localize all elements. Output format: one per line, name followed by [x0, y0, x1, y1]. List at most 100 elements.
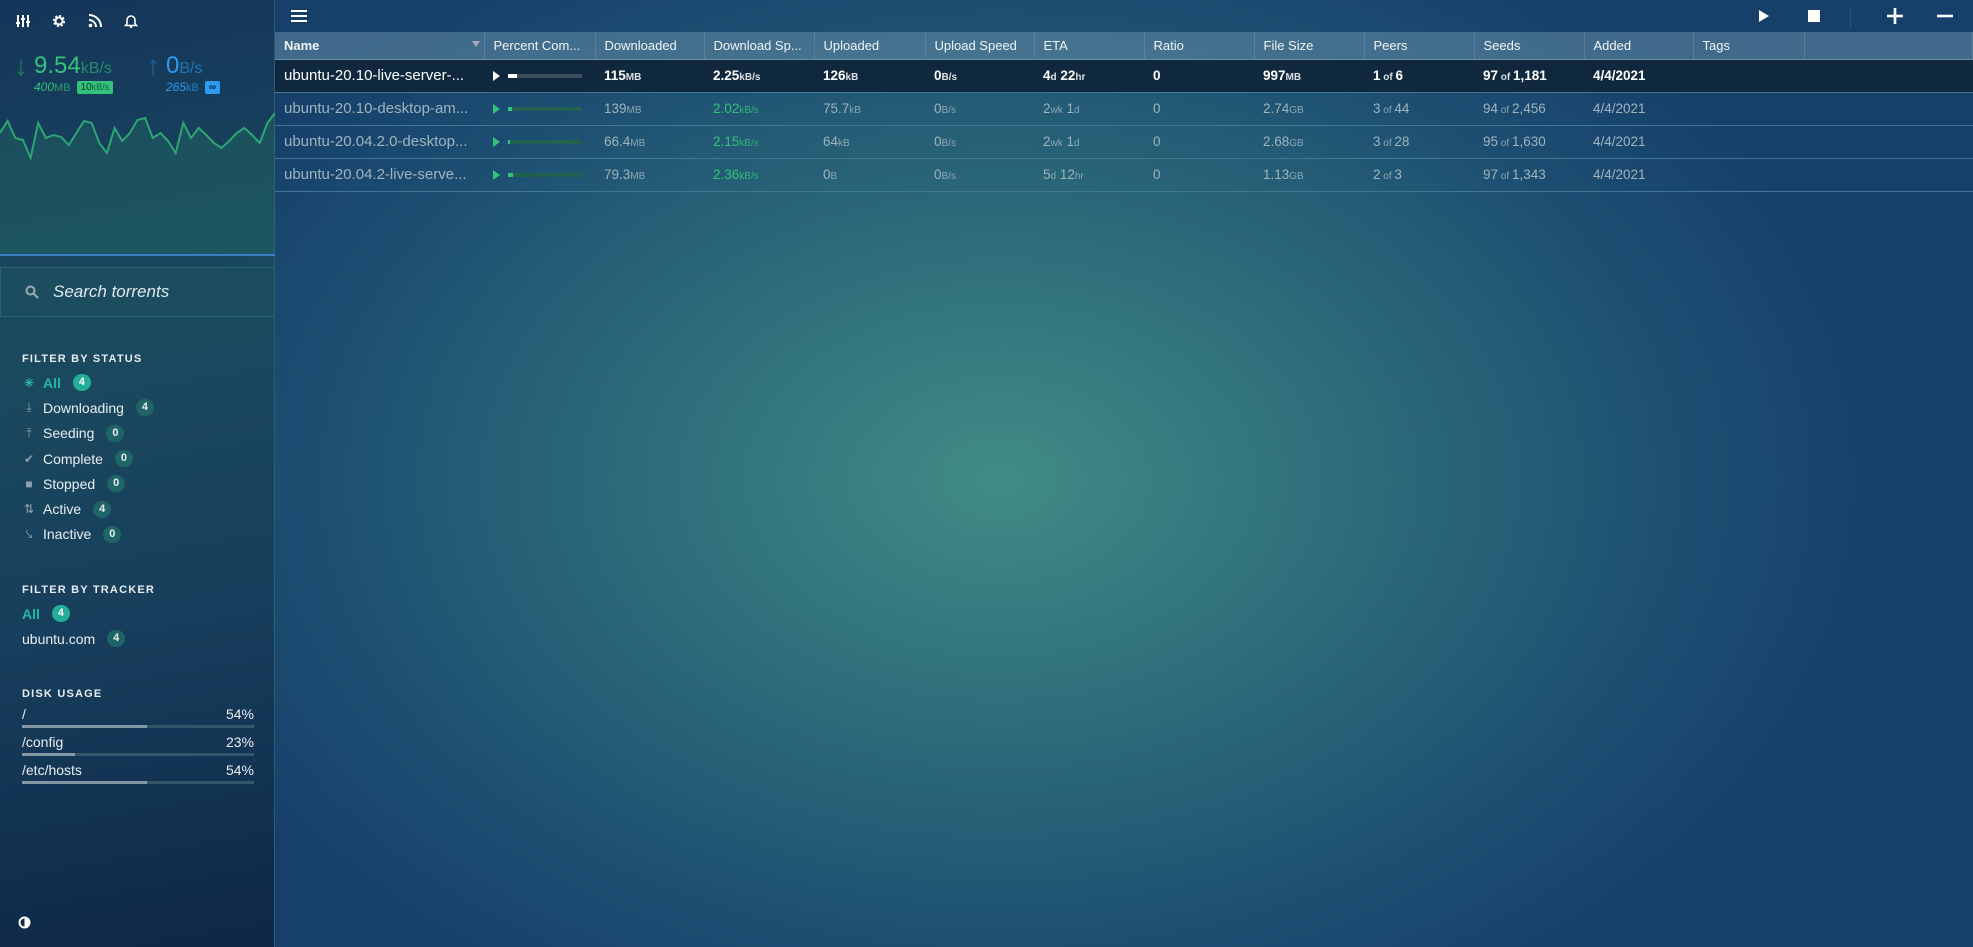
- play-icon[interactable]: [493, 169, 500, 180]
- value: 2.15: [713, 134, 740, 149]
- unit: d: [1050, 72, 1057, 83]
- search-input[interactable]: [53, 282, 253, 302]
- download-icon: ⤓: [26, 400, 32, 415]
- column-header[interactable]: File Size: [1254, 32, 1365, 60]
- unit: kB/s: [739, 171, 759, 182]
- progress-bar: [508, 73, 582, 78]
- column-header[interactable]: Peers: [1364, 32, 1475, 60]
- play-icon[interactable]: [493, 103, 500, 114]
- eta: 4d 22hr: [1034, 59, 1144, 93]
- value: 2,456: [1511, 101, 1546, 116]
- eta: 5d 12hr: [1034, 158, 1144, 192]
- eta: 2wk 1d: [1034, 92, 1144, 126]
- column-header[interactable]: Seeds: [1474, 32, 1585, 60]
- disk-usage-bar: [22, 753, 254, 756]
- value: 1: [1062, 134, 1075, 149]
- unit: kB: [845, 72, 859, 83]
- status-filter-active[interactable]: ⇅ Active 4: [22, 496, 154, 521]
- column-header[interactable]: Added: [1584, 32, 1694, 60]
- disk-percent: 23%: [225, 734, 254, 750]
- gear-icon[interactable]: [52, 14, 66, 28]
- value: 1: [1373, 68, 1381, 83]
- ratio: 0: [1144, 92, 1254, 126]
- column-label: Uploaded: [823, 37, 880, 53]
- bell-icon[interactable]: [123, 14, 139, 29]
- seeds: 97 of 1,181: [1474, 59, 1584, 93]
- remove-icon[interactable]: [1936, 7, 1954, 25]
- unit: of: [1498, 171, 1512, 182]
- arrows-icon: ⇅: [23, 502, 35, 517]
- column-header[interactable]: Ratio: [1144, 32, 1255, 60]
- column-header[interactable]: Name: [275, 32, 485, 60]
- value: 1,343: [1511, 167, 1546, 182]
- disk-usage-bar: [22, 725, 254, 728]
- spacer: [1804, 59, 1973, 93]
- torrent-name: ubuntu-20.10-desktop-am...: [275, 92, 484, 126]
- sliders-icon[interactable]: [16, 14, 30, 28]
- download-limit-button[interactable]: 10kB/s: [76, 80, 114, 94]
- column-header[interactable]: Percent Com...: [484, 32, 596, 60]
- peers: 3 of 28: [1364, 125, 1474, 159]
- file-size: 2.74GB: [1254, 92, 1364, 126]
- unit: of: [1380, 171, 1395, 182]
- percent-complete: [484, 59, 595, 93]
- unit: d: [1074, 138, 1080, 149]
- column-label: Tags: [1702, 37, 1730, 53]
- status-filter-downloading[interactable]: ⤓ Downloading 4: [22, 395, 154, 420]
- play-icon[interactable]: [493, 136, 500, 147]
- count-badge: 0: [114, 450, 133, 468]
- count-badge: 4: [72, 374, 91, 392]
- unit: wk: [1050, 105, 1063, 116]
- status-filter-seeding[interactable]: ⤒ Seeding 0: [22, 421, 154, 446]
- status-filter-inactive[interactable]: ⤥ Inactive 0: [22, 522, 154, 547]
- downloaded: 139MB: [595, 92, 704, 126]
- spacer: [1804, 125, 1973, 159]
- play-icon[interactable]: [493, 70, 500, 81]
- rss-icon[interactable]: [88, 14, 102, 28]
- uploaded: 126kB: [814, 59, 925, 93]
- column-header[interactable]: Downloaded: [595, 32, 705, 60]
- download-total-unit: MB: [54, 82, 71, 94]
- menu-icon[interactable]: [290, 7, 308, 25]
- value: 2.25: [713, 68, 740, 83]
- unit: GB: [1289, 138, 1304, 149]
- column-header[interactable]: [1804, 32, 1973, 60]
- theme-toggle-icon[interactable]: [18, 916, 31, 929]
- stop-icon[interactable]: [1805, 7, 1823, 25]
- value: 0: [934, 167, 942, 182]
- column-header[interactable]: Tags: [1693, 32, 1805, 60]
- table-row[interactable]: ubuntu-20.10-live-server-... 115MB 2.25k…: [275, 59, 1973, 93]
- torrent-name: ubuntu-20.04.2.0-desktop...: [275, 125, 484, 159]
- add-icon[interactable]: [1886, 7, 1904, 25]
- table-row[interactable]: ubuntu-20.04.2-live-serve... 79.3MB 2.36…: [275, 158, 1973, 192]
- value: 126: [823, 68, 846, 83]
- tags: [1693, 125, 1804, 159]
- value: 1: [1062, 101, 1075, 116]
- column-header[interactable]: Uploaded: [814, 32, 926, 60]
- column-header[interactable]: Download Sp...: [704, 32, 815, 60]
- upload-limit-button[interactable]: ∞: [204, 80, 221, 94]
- filter-label: Downloading: [43, 399, 124, 416]
- value: 1,630: [1511, 134, 1546, 149]
- status-filter-all[interactable]: ✳ All 4: [22, 370, 154, 395]
- download-total: 400: [34, 80, 55, 94]
- search-box[interactable]: [0, 267, 275, 317]
- table-row[interactable]: ubuntu-20.04.2.0-desktop... 66.4MB 2.15k…: [275, 125, 1973, 159]
- percent-complete: [484, 158, 595, 192]
- filter-label: All: [22, 605, 40, 622]
- table-row[interactable]: ubuntu-20.10-desktop-am... 139MB 2.02kB/…: [275, 92, 1973, 126]
- download-limit-unit: kB/s: [91, 81, 110, 92]
- start-icon[interactable]: [1755, 7, 1773, 25]
- status-filter-complete[interactable]: ✔ Complete 0: [22, 446, 154, 471]
- column-header[interactable]: ETA: [1034, 32, 1145, 60]
- upload-speed: 0B/s: [925, 92, 1034, 126]
- unit: MB: [630, 138, 646, 149]
- disk-usage: DISK USAGE / 54% /config 23% /etc/hosts 54%: [22, 688, 254, 790]
- status-filter-stopped[interactable]: ■ Stopped 0: [22, 471, 154, 496]
- column-header[interactable]: Upload Speed: [925, 32, 1035, 60]
- value: 6: [1395, 68, 1404, 83]
- main-panel: Name Percent Com... Downloaded Download Sp.…: [275, 0, 1973, 947]
- tracker-filter-item[interactable]: ubuntu.com 4: [22, 626, 155, 651]
- tracker-filter-item[interactable]: All 4: [22, 601, 155, 626]
- value: 44: [1394, 101, 1410, 116]
